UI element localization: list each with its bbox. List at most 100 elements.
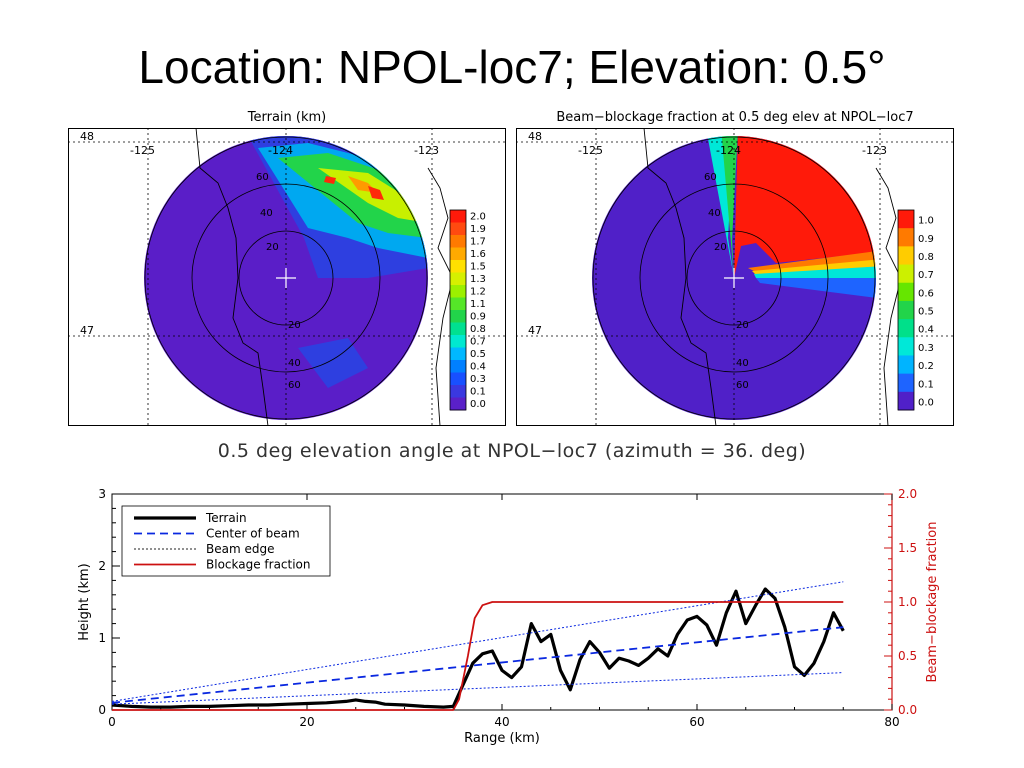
colorbar-swatch <box>898 264 914 284</box>
colorbar-label: 1.6 <box>470 249 486 260</box>
legend-label: Beam edge <box>206 542 274 556</box>
lon-label-125: -125 <box>130 144 155 157</box>
chart-series <box>111 581 845 711</box>
coastline <box>195 128 269 426</box>
y-axis-label: Height (km) <box>77 563 92 640</box>
lon-label-124: -124 <box>268 144 293 157</box>
y2-tick-label: 1.5 <box>898 541 917 555</box>
colorbar-label: 1.0 <box>918 216 934 227</box>
colorbar-swatch <box>450 322 466 336</box>
y-tick-label: 3 <box>98 487 106 501</box>
colorbar-swatch <box>898 355 914 375</box>
range-label-40-south: 40 <box>736 358 749 369</box>
y2-tick-label: 2.0 <box>898 487 917 501</box>
slide-title: Location: NPOL-loc7; Elevation: 0.5° <box>138 41 886 93</box>
series-blockage-fraction <box>112 601 844 711</box>
range-label-20: 20 <box>714 242 727 253</box>
lat-label-47: 47 <box>80 324 94 337</box>
range-label-20: 20 <box>266 242 279 253</box>
colorbar-swatch <box>450 285 466 298</box>
x-axis-label: Range (km) <box>464 731 540 746</box>
x-tick-label: 80 <box>884 715 899 729</box>
y-tick-label: 0 <box>98 703 106 717</box>
colorbar-label: 1.3 <box>470 274 486 285</box>
y2-tick-label: 0.5 <box>898 649 917 663</box>
terrain-low-mountains <box>278 153 428 238</box>
colorbar-swatch <box>450 247 466 261</box>
colorbar-swatch <box>898 282 914 302</box>
range-label-60: 60 <box>256 172 269 183</box>
terrain-map-title: Terrain (km) <box>247 110 327 125</box>
y2-tick-label: 0.0 <box>898 703 917 717</box>
range-label-40-south: 40 <box>288 358 301 369</box>
colorbar-label: 0.5 <box>470 349 486 360</box>
terrain-southern-hills <box>298 338 368 388</box>
series-center-of-beam <box>111 626 844 704</box>
colorbar-swatch <box>450 310 466 323</box>
colorbar-label: 1.9 <box>470 224 486 235</box>
lon-label-123: -123 <box>414 144 439 157</box>
blockage-cyan-sector-east <box>754 264 876 278</box>
colorbar-swatch <box>450 235 466 248</box>
x-tick-label: 40 <box>494 715 509 729</box>
range-label-40: 40 <box>708 208 721 219</box>
series-beam-edge-lower <box>111 672 844 705</box>
range-label-40: 40 <box>260 208 273 219</box>
colorbar-label: 0.3 <box>918 343 934 354</box>
colorbar-label: 2.0 <box>470 211 486 222</box>
colorbar-label: 0.7 <box>918 270 934 281</box>
blockage-green-sector <box>721 136 738 278</box>
lat-label-47: 47 <box>528 324 542 337</box>
colorbar-swatch <box>450 372 466 386</box>
legend-label: Blockage fraction <box>206 558 311 572</box>
blockage-blue-sector-east <box>756 278 876 303</box>
colorbar-swatch <box>898 391 914 411</box>
colorbar-swatch <box>450 347 466 361</box>
colorbar-label: 0.8 <box>470 324 486 335</box>
colorbar-label: 1.2 <box>470 286 486 297</box>
range-label-60: 60 <box>704 172 717 183</box>
legend-label: Terrain <box>205 511 247 525</box>
colorbar-label: 0.1 <box>470 386 486 397</box>
colorbar-label: 1.7 <box>470 236 486 247</box>
colorbar-swatch <box>450 397 466 411</box>
range-label-20-south: 20 <box>736 320 749 331</box>
range-label-20-south: 20 <box>288 320 301 331</box>
y-tick-label: 2 <box>98 559 106 573</box>
colorbar-label: 0.4 <box>918 325 934 336</box>
coastline <box>643 128 717 426</box>
chart-axes: 0 20 40 60 80 0 1 2 3 0.0 0.5 1.0 1.5 2.0 <box>98 487 917 729</box>
colorbar-frame <box>897 209 915 411</box>
colorbar-label: 0.6 <box>918 288 934 299</box>
terrain-peaks-red-2 <box>324 176 336 184</box>
beam-profile-chart: 0 20 40 60 80 0 1 2 3 0.0 0.5 1.0 1.5 2.0 Terrain Cent… <box>77 487 940 746</box>
colorbar-swatch <box>898 210 914 229</box>
series-terrain <box>111 587 845 709</box>
colorbar-swatch <box>450 385 466 398</box>
colorbar-label: 0.0 <box>470 399 486 410</box>
coastline-east <box>427 167 454 426</box>
colorbar-label: 0.0 <box>918 397 934 408</box>
lat-label-48: 48 <box>528 130 542 143</box>
colorbar-label: 0.5 <box>918 307 934 318</box>
y-tick-label: 1 <box>98 631 106 645</box>
y2-tick-label: 1.0 <box>898 595 917 609</box>
colorbar-swatch <box>450 360 466 373</box>
colorbar-label: 1.1 <box>470 299 486 310</box>
colorbar-swatch <box>898 228 914 247</box>
colorbar-swatch <box>450 272 466 286</box>
lon-label-124: -124 <box>716 144 741 157</box>
coastline-east <box>875 167 902 426</box>
range-label-60-south: 60 <box>288 380 301 391</box>
colorbar-label: 0.8 <box>918 252 934 263</box>
x-tick-label: 0 <box>108 715 116 729</box>
x-tick-label: 60 <box>689 715 704 729</box>
blockage-colorbar: 1.0 0.9 0.8 0.7 0.6 0.5 0.4 0.3 0.2 0.1 0.0 <box>897 209 934 411</box>
y2-axis-label: Beam−blockage fraction <box>925 522 940 683</box>
colorbar-label: 0.9 <box>918 234 934 245</box>
legend-label: Center of beam <box>206 527 300 541</box>
colorbar-swatch <box>450 335 466 348</box>
colorbar-swatch <box>898 373 914 393</box>
colorbar-label: 0.1 <box>918 379 934 390</box>
